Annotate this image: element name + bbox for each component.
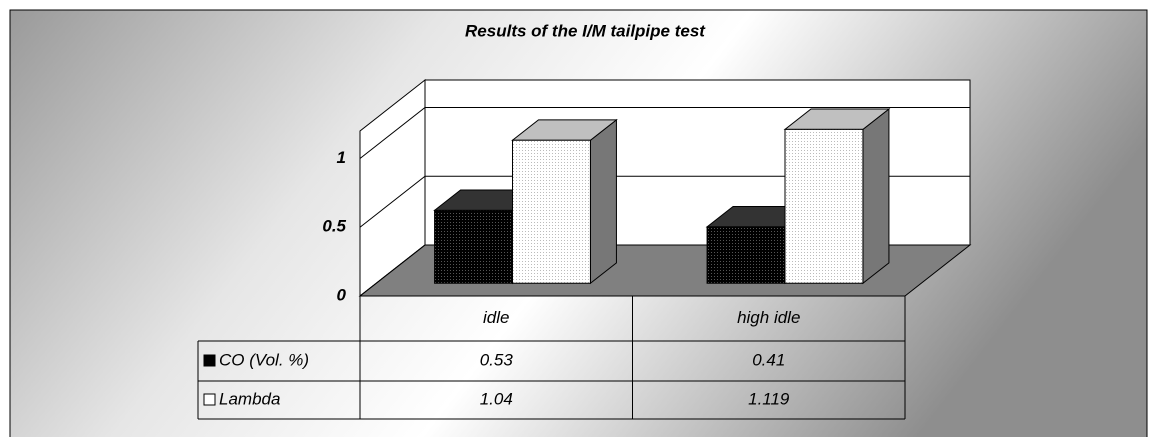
plot-area: 0 0.5 1 idle high idle CO (Vol. %) 0.53 0.41 Lam… (197, 78, 972, 420)
y-tick-label: 0 (337, 285, 347, 304)
table-value: 1.119 (748, 389, 790, 408)
bar (434, 209, 513, 284)
bar (512, 139, 591, 284)
table-value: 0.53 (480, 350, 514, 369)
bar-side (589, 118, 617, 285)
bar (784, 128, 864, 284)
y-tick-label: 0.5 (322, 217, 346, 236)
legend-label: Lambda (219, 389, 280, 408)
grid-line (359, 107, 970, 159)
table-value: 1.04 (480, 389, 513, 408)
legend-key (203, 393, 216, 406)
bar-side (862, 107, 890, 285)
chart-title: Results of the I/M tailpipe test (465, 21, 706, 40)
table-value: 0.41 (752, 350, 785, 369)
bar (706, 226, 786, 284)
x-tick-label: idle (483, 308, 509, 327)
legend-key (203, 354, 216, 367)
legend-label: CO (Vol. %) (219, 350, 309, 369)
x-tick-label: high idle (737, 308, 800, 327)
y-tick-label: 1 (337, 148, 346, 167)
